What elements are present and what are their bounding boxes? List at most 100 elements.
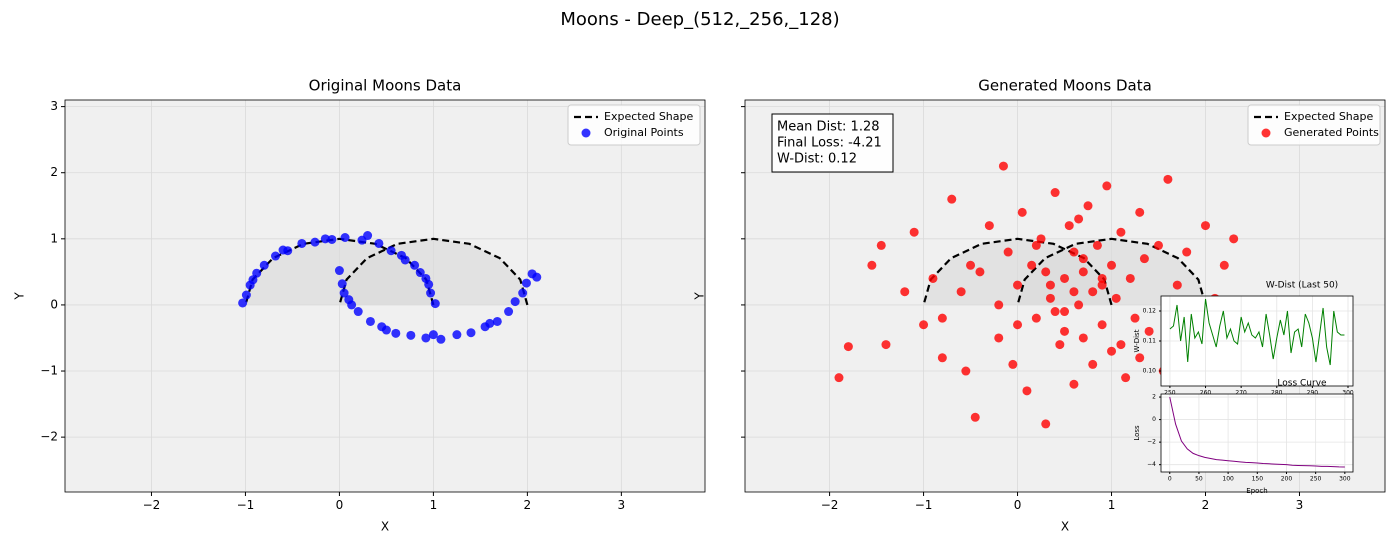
y-axis-label: W-Dist bbox=[1133, 329, 1141, 352]
y-tick-label: 1 bbox=[50, 231, 58, 245]
data-point bbox=[337, 279, 347, 289]
data-point bbox=[1219, 260, 1229, 270]
data-point bbox=[994, 333, 1004, 343]
data-point bbox=[492, 316, 502, 326]
data-point bbox=[400, 255, 410, 265]
legend-marker bbox=[1261, 128, 1271, 138]
x-axis-label: X bbox=[1061, 520, 1069, 534]
data-point bbox=[1172, 280, 1182, 290]
data-point bbox=[984, 221, 994, 231]
annotation: Mean Dist: 1.28 bbox=[777, 120, 880, 135]
data-point bbox=[1041, 419, 1051, 429]
data-point bbox=[1130, 313, 1140, 323]
data-point bbox=[1116, 340, 1126, 350]
data-point bbox=[919, 320, 929, 330]
axes: −2 −1 0 1 2 3 −2 −1 0 1 2 3 Original Moons Data X Y Exp… bbox=[13, 77, 706, 534]
y-axis-label: Loss bbox=[1133, 425, 1141, 441]
plot-frame bbox=[1160, 295, 1354, 387]
data-point bbox=[1121, 373, 1131, 383]
plot-frame bbox=[1160, 393, 1354, 473]
data-point bbox=[843, 342, 853, 352]
data-point bbox=[1182, 247, 1192, 257]
axes-title: Generated Moons Data bbox=[978, 77, 1152, 95]
data-point bbox=[430, 299, 440, 309]
y-tick-label: 0.12 bbox=[1143, 308, 1157, 315]
y-tick-label: 2 bbox=[1152, 394, 1156, 401]
data-point bbox=[1144, 326, 1154, 336]
data-point bbox=[406, 330, 416, 340]
data-point bbox=[1163, 174, 1173, 184]
x-tick-label: 260 bbox=[1200, 389, 1212, 396]
shape-fill bbox=[1017, 238, 1206, 305]
data-point bbox=[1060, 326, 1070, 336]
data-point bbox=[1069, 379, 1079, 389]
data-point bbox=[998, 161, 1008, 171]
axes-title: Original Moons Data bbox=[309, 77, 462, 95]
plot-frame bbox=[744, 99, 1386, 493]
data-point bbox=[1050, 307, 1060, 317]
x-tick-label: 100 bbox=[1222, 475, 1234, 482]
x-tick-label: 3 bbox=[618, 498, 626, 512]
data-point bbox=[410, 260, 420, 270]
data-point bbox=[365, 316, 375, 326]
data-point bbox=[1045, 280, 1055, 290]
data-point bbox=[1060, 307, 1070, 317]
line bbox=[338, 237, 529, 306]
data-point bbox=[1069, 247, 1079, 257]
data-point bbox=[956, 287, 966, 297]
data-point bbox=[1036, 234, 1046, 244]
data-point bbox=[1074, 300, 1084, 310]
x-tick-label: 0 bbox=[336, 498, 344, 512]
axes-title: Loss Curve bbox=[1277, 379, 1327, 389]
data-point bbox=[1088, 287, 1098, 297]
data-point bbox=[1027, 260, 1037, 270]
data-point bbox=[1008, 359, 1018, 369]
data-point bbox=[1069, 287, 1079, 297]
data-point bbox=[1060, 273, 1070, 283]
data-point bbox=[1092, 240, 1102, 250]
data-point bbox=[297, 238, 307, 248]
shape-fill bbox=[339, 238, 528, 305]
data-point bbox=[1078, 267, 1088, 277]
data-point bbox=[994, 300, 1004, 310]
line bbox=[1169, 298, 1345, 366]
data-point bbox=[421, 333, 431, 343]
data-point bbox=[1111, 293, 1121, 303]
data-point bbox=[436, 334, 446, 344]
line bbox=[922, 237, 1113, 306]
x-tick-label: 250 bbox=[1310, 475, 1322, 482]
data-point bbox=[532, 272, 542, 282]
data-point bbox=[961, 366, 971, 376]
x-axis-label: X bbox=[381, 520, 389, 534]
data-point bbox=[1154, 240, 1164, 250]
legend-label: Generated Points bbox=[1284, 126, 1379, 139]
data-point bbox=[320, 234, 330, 244]
data-point bbox=[1107, 260, 1117, 270]
data-point bbox=[241, 290, 251, 300]
plot-area bbox=[1169, 298, 1345, 366]
x-tick-label: 250 bbox=[1164, 389, 1176, 396]
annotation: W-Dist: 0.12 bbox=[777, 152, 857, 167]
data-point bbox=[259, 260, 269, 270]
plot-area bbox=[238, 231, 542, 344]
x-tick-label: 50 bbox=[1195, 475, 1203, 482]
data-point bbox=[466, 328, 476, 338]
data-point bbox=[310, 237, 320, 247]
data-point bbox=[1045, 293, 1055, 303]
x-tick-label: 1 bbox=[1108, 498, 1116, 512]
data-point bbox=[374, 238, 384, 248]
data-point bbox=[1097, 320, 1107, 330]
legend-label: Original Points bbox=[604, 126, 684, 139]
data-point bbox=[966, 260, 976, 270]
data-point bbox=[238, 298, 248, 308]
data-point bbox=[1102, 181, 1112, 191]
data-point bbox=[900, 287, 910, 297]
data-point bbox=[1135, 207, 1145, 217]
plot-frame bbox=[64, 99, 706, 493]
data-point bbox=[1107, 346, 1117, 356]
data-point bbox=[386, 246, 396, 256]
y-tick-label: 0.11 bbox=[1143, 338, 1157, 345]
line bbox=[1169, 396, 1345, 468]
data-point bbox=[867, 260, 877, 270]
axes: 250 260 270 280 290 300 0.10 0.11 0.12 W-Dist (La… bbox=[1133, 281, 1354, 410]
